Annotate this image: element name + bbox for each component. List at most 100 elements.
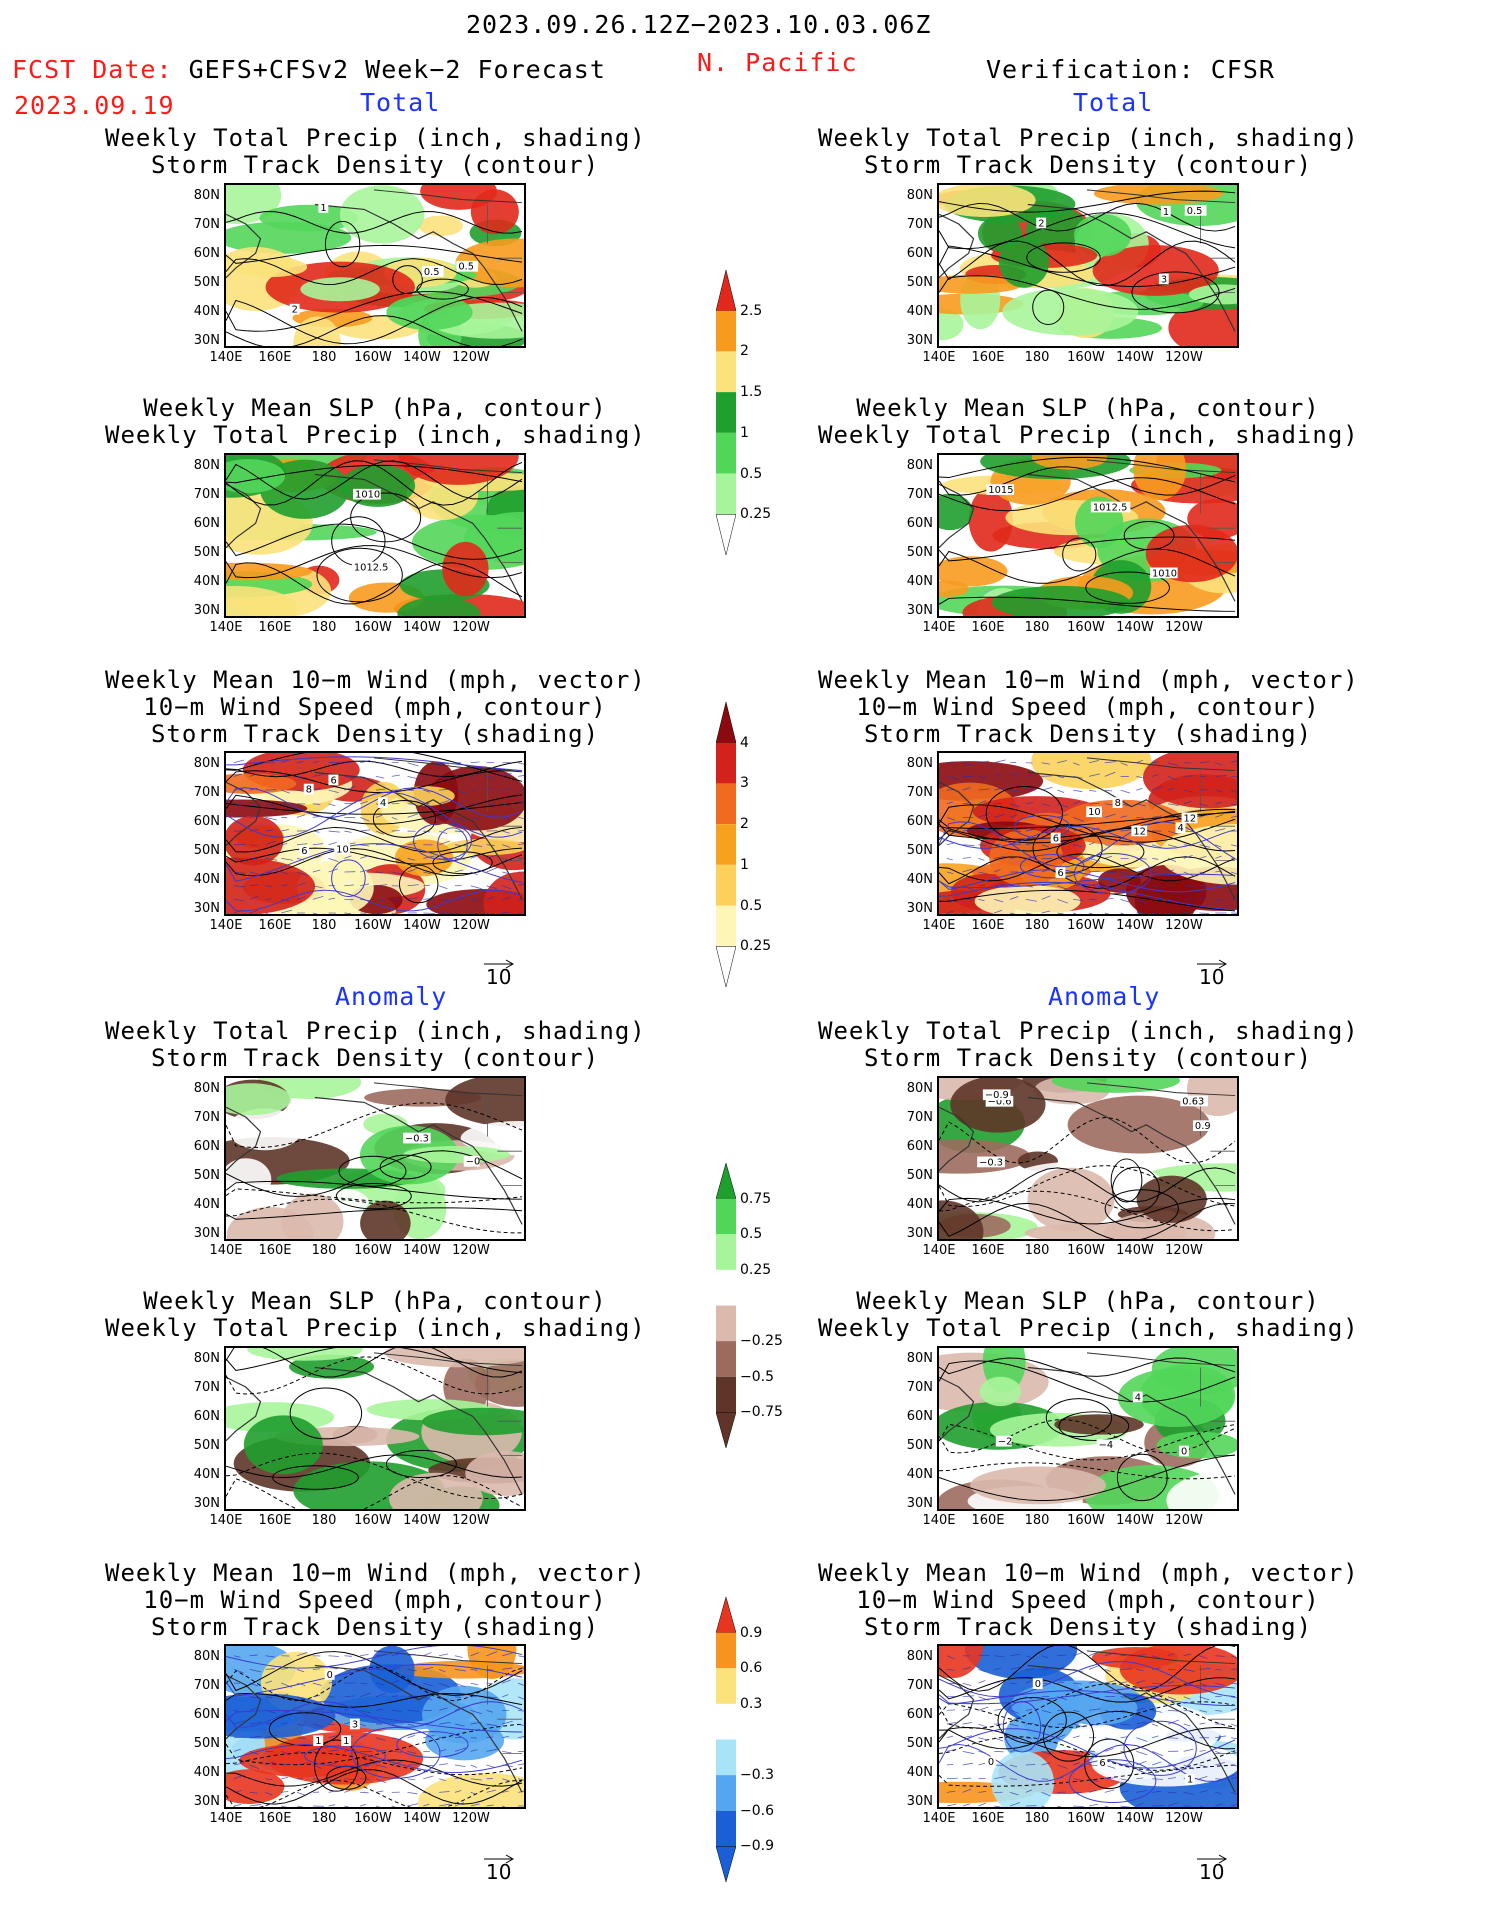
lon-tick-label: 160W bbox=[354, 1513, 392, 1528]
colorbar-label: 0.5 bbox=[740, 897, 763, 914]
panel-title-line: Weekly Total Precip (inch, shading) bbox=[818, 1017, 1359, 1045]
lon-tick-label: 140W bbox=[403, 918, 441, 933]
map-right-0: 1 2 0.5 3 bbox=[937, 183, 1239, 348]
lon-tick-label: 160W bbox=[1067, 1243, 1105, 1258]
svg-text:0: 0 bbox=[327, 1670, 333, 1681]
lon-tick-label: 120W bbox=[452, 1243, 490, 1258]
lat-tick-label: 40N bbox=[906, 872, 933, 887]
lat-tick-label: 40N bbox=[906, 304, 933, 319]
svg-text:0.5: 0.5 bbox=[424, 267, 440, 278]
panel-title-right-4: Weekly Mean SLP (hPa, contour) Weekly Tot… bbox=[818, 1288, 1358, 1342]
svg-text:−4: −4 bbox=[1099, 1440, 1114, 1451]
contour-label: 4 bbox=[1175, 822, 1186, 834]
vector-reference-label: 10 bbox=[486, 965, 512, 989]
section-total-left: Total bbox=[360, 88, 441, 117]
map-left-2: 6 4 8 6 10 bbox=[224, 751, 526, 916]
contour-label: 0.5 bbox=[421, 266, 444, 278]
panel-title-line: Weekly Mean SLP (hPa, contour) bbox=[856, 394, 1320, 422]
lon-tick-label: 180 bbox=[1024, 350, 1050, 365]
lon-tick-label: 120W bbox=[1165, 918, 1203, 933]
panel-title-left-3: Weekly Total Precip (inch, shading) Storm… bbox=[105, 1018, 645, 1072]
contour-label: 0 bbox=[1179, 1445, 1189, 1457]
lat-tick-label: 70N bbox=[906, 1380, 933, 1395]
svg-text:6: 6 bbox=[1058, 868, 1064, 879]
panel-title-left-0: Weekly Total Precip (inch, shading) Storm… bbox=[105, 125, 645, 179]
lat-tick-label: 50N bbox=[193, 843, 220, 858]
svg-text:6: 6 bbox=[1053, 833, 1059, 844]
svg-text:0.5: 0.5 bbox=[458, 262, 474, 273]
vector-reference-arrow bbox=[1193, 955, 1233, 969]
lon-tick-label: 160E bbox=[258, 1811, 292, 1826]
contour-label: 1 bbox=[313, 1735, 324, 1747]
lon-tick-label: 180 bbox=[311, 1811, 337, 1826]
svg-text:−0: −0 bbox=[466, 1157, 481, 1168]
lon-tick-label: 180 bbox=[1024, 1513, 1050, 1528]
svg-text:10: 10 bbox=[1088, 807, 1101, 818]
svg-text:−0.3: −0.3 bbox=[979, 1157, 1003, 1168]
colorbar-label: 4 bbox=[740, 734, 749, 751]
colorbar-label: 0.25 bbox=[740, 1261, 772, 1278]
lat-tick-label: 80N bbox=[193, 1351, 220, 1366]
lon-tick-label: 160W bbox=[1067, 918, 1105, 933]
fcst-label: FCST Date: bbox=[12, 55, 173, 84]
lat-tick-label: 80N bbox=[193, 756, 220, 771]
contour-label: 6 bbox=[299, 845, 310, 857]
lat-tick-label: 80N bbox=[193, 188, 220, 203]
contour-label: 3 bbox=[1158, 273, 1169, 285]
fcst-model: GEFS+CFSv2 Week−2 Forecast bbox=[188, 55, 606, 84]
lat-tick-label: 60N bbox=[193, 246, 220, 261]
panel-title-left-1: Weekly Mean SLP (hPa, contour) Weekly Tot… bbox=[105, 395, 645, 449]
contour-label: 6 bbox=[1097, 1757, 1108, 1769]
lon-tick-label: 140W bbox=[403, 1513, 441, 1528]
lon-tick-label: 140W bbox=[403, 620, 441, 635]
lon-tick-label: 180 bbox=[1024, 620, 1050, 635]
lat-tick-label: 70N bbox=[193, 1380, 220, 1395]
colorbar-label: 0.25 bbox=[740, 938, 772, 955]
valid-period: 2023.09.26.12Z−2023.10.03.06Z bbox=[466, 10, 932, 39]
contour-label: −0 bbox=[463, 1155, 481, 1168]
panel-title-left-5: Weekly Mean 10−m Wind (mph, vector) 10−m … bbox=[105, 1560, 645, 1641]
lon-tick-label: 160E bbox=[258, 620, 292, 635]
svg-text:1: 1 bbox=[343, 1736, 349, 1747]
lat-tick-label: 30N bbox=[193, 603, 220, 618]
colorbar-label: 0.5 bbox=[740, 465, 763, 482]
section-anomaly-right: Anomaly bbox=[1048, 982, 1161, 1011]
lat-tick-label: 60N bbox=[193, 1707, 220, 1722]
contour-label: 1 bbox=[1185, 1773, 1195, 1786]
lat-tick-label: 50N bbox=[906, 843, 933, 858]
vector-reference-arrow bbox=[1193, 1850, 1233, 1864]
contour-label: 0.63 bbox=[1180, 1095, 1208, 1107]
lat-tick-label: 60N bbox=[906, 516, 933, 531]
colorbar-storm_total: 4 3 2 1 0.5 0.25 bbox=[716, 702, 796, 987]
svg-text:2: 2 bbox=[1038, 218, 1044, 229]
panel-title-line: Weekly Total Precip (inch, shading) bbox=[105, 421, 646, 449]
svg-text:1010: 1010 bbox=[1152, 568, 1177, 579]
lat-tick-label: 50N bbox=[906, 1438, 933, 1453]
lon-tick-label: 120W bbox=[1165, 620, 1203, 635]
contour-label: −0.6 bbox=[985, 1095, 1014, 1108]
svg-text:2: 2 bbox=[292, 305, 298, 316]
lon-tick-label: 120W bbox=[452, 350, 490, 365]
vector-reference-arrow bbox=[480, 1850, 520, 1864]
panel-title-line: Weekly Total Precip (inch, shading) bbox=[818, 421, 1359, 449]
lat-tick-label: 70N bbox=[193, 785, 220, 800]
lat-tick-label: 70N bbox=[906, 487, 933, 502]
contour-label: 10 bbox=[1086, 806, 1102, 818]
colorbar-label: −0.25 bbox=[740, 1333, 783, 1350]
lat-tick-label: 50N bbox=[193, 545, 220, 560]
lon-tick-label: 160W bbox=[1067, 1811, 1105, 1826]
lon-tick-label: 140W bbox=[1116, 918, 1154, 933]
lat-tick-label: 30N bbox=[906, 1794, 933, 1809]
svg-text:12: 12 bbox=[1184, 813, 1197, 824]
contour-label: 0.5 bbox=[1184, 204, 1207, 217]
map-left-1: 1012.5 1010 bbox=[224, 453, 526, 618]
contour-label: 1 bbox=[1160, 205, 1171, 218]
panel-title-line: Weekly Total Precip (inch, shading) bbox=[818, 124, 1359, 152]
lat-tick-label: 60N bbox=[906, 1409, 933, 1424]
lon-tick-label: 160E bbox=[971, 620, 1005, 635]
lat-tick-label: 80N bbox=[906, 458, 933, 473]
panel-title-line: Weekly Mean SLP (hPa, contour) bbox=[143, 394, 607, 422]
lon-tick-label: 140E bbox=[209, 918, 243, 933]
svg-text:−0.9: −0.9 bbox=[985, 1090, 1009, 1101]
lon-tick-label: 140W bbox=[1116, 350, 1154, 365]
